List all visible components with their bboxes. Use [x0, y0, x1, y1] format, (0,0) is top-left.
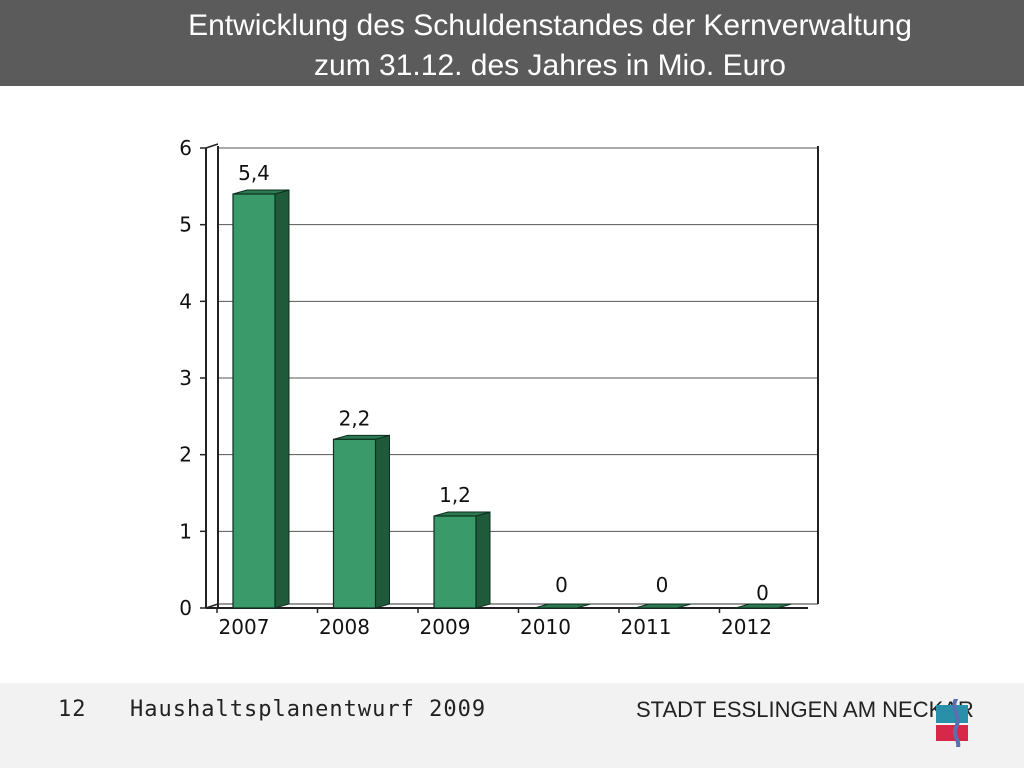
y-tick-label: 3	[179, 366, 192, 390]
bar-2008	[332, 438, 377, 609]
data-label: 0	[756, 581, 769, 605]
data-label: 0	[555, 573, 568, 597]
y-tick-label: 6	[179, 136, 192, 160]
label-layer: 0 1 2 3 4 5 6 5,4 2007 2,2 2008 1,2 2009 0 2010 0 2011 0 2…	[179, 136, 772, 639]
axis-layer	[200, 143, 819, 613]
data-label: 5,4	[238, 161, 270, 185]
x-tick-label: 2009	[420, 615, 471, 639]
y-tick-label: 5	[179, 213, 192, 237]
bar-side	[274, 189, 290, 609]
bar-2010	[534, 603, 591, 609]
bar-2011	[634, 603, 692, 609]
footer: 12 Haushaltsplanentwurf 2009 STADT ESSLI…	[0, 683, 1024, 768]
x-tick-label: 2008	[319, 615, 370, 639]
logo-swoosh	[952, 699, 961, 747]
x-tick-label: 2012	[721, 615, 772, 639]
bar-2007	[232, 193, 276, 609]
logo-top-block	[936, 705, 968, 723]
organization-name: STADT ESSLINGEN AM NECKAR	[636, 697, 974, 722]
document-name: Haushaltsplanentwurf 2009	[130, 697, 487, 722]
y-axis-depth-top	[205, 143, 219, 149]
y-tick-label: 2	[179, 443, 192, 467]
x-tick-label: 2010	[520, 615, 571, 639]
title-bar: Entwicklung des Schuldenstandes der Kern…	[0, 0, 1024, 86]
page-number: 12	[58, 697, 87, 722]
chart-title-line-1: Entwicklung des Schuldenstandes der Kern…	[188, 9, 912, 42]
x-tick-label: 2011	[621, 615, 672, 639]
bar-2012	[735, 603, 792, 609]
grid-layer	[218, 147, 818, 532]
y-tick-label: 1	[179, 519, 192, 543]
bar-side	[375, 434, 390, 609]
data-label: 1,2	[439, 483, 471, 507]
bar-side	[475, 511, 491, 609]
chart-title-line-2: zum 31.12. des Jahres in Mio. Euro	[314, 49, 786, 82]
data-label: 2,2	[339, 406, 371, 430]
y-tick-label: 0	[179, 596, 192, 620]
bar-chart: 0 1 2 3 4 5 6 5,4 2007 2,2 2008 1,2 2009 0 2010 0 2011 0 2…	[179, 136, 819, 639]
bar-layer	[232, 189, 792, 609]
city-logo-icon	[936, 699, 968, 747]
y-tick-label: 4	[179, 289, 192, 313]
logo-bottom-block	[936, 725, 968, 741]
bar-2009	[433, 515, 477, 609]
data-label: 0	[656, 573, 669, 597]
x-tick-label: 2007	[219, 615, 270, 639]
